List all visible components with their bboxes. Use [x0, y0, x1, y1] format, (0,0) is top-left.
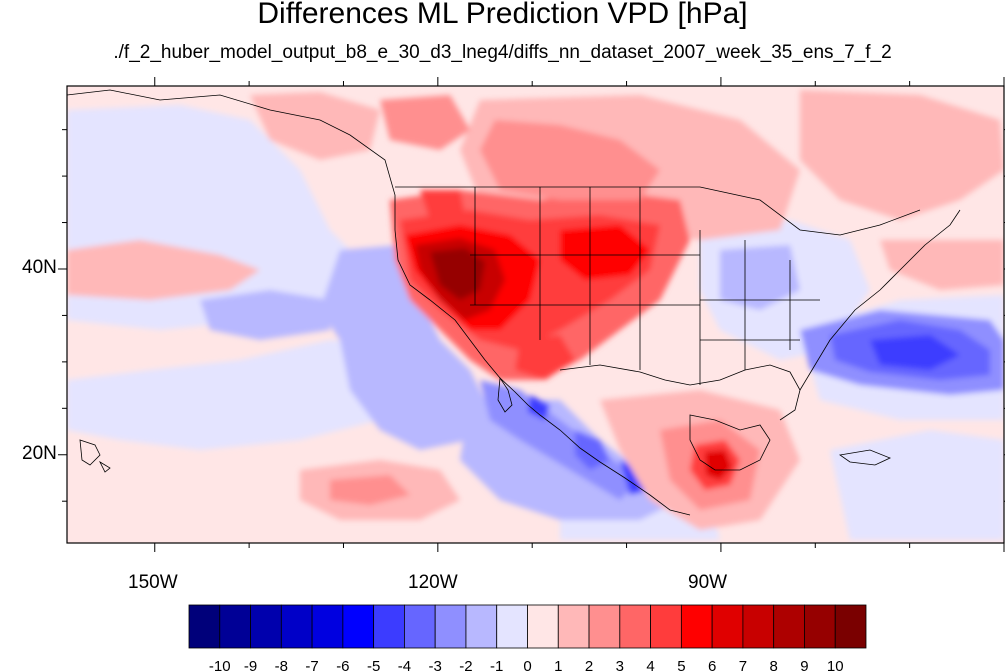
colorbar-swatch	[773, 604, 805, 649]
colorbar-swatch	[342, 604, 375, 649]
colorbar-label: 4	[646, 658, 654, 672]
colorbar-swatch	[496, 604, 528, 649]
colorbar-swatch	[680, 604, 713, 649]
x-tick-label-150w: 150W	[128, 572, 178, 593]
colorbar-label: 5	[677, 658, 685, 672]
colorbar-swatch	[434, 604, 467, 649]
colorbar-label: 6	[708, 658, 716, 672]
colorbar-swatch	[465, 604, 498, 649]
colorbar-swatch	[280, 604, 313, 649]
map-title: Differences ML Prediction VPD [hPa]	[257, 0, 748, 30]
colorbar-swatch	[650, 604, 682, 649]
colorbar-swatch	[404, 604, 436, 649]
x-tick-label-120w: 120W	[408, 572, 458, 593]
colorbar-swatch	[527, 604, 559, 649]
map-frame	[66, 85, 1005, 544]
colorbar-swatch	[742, 604, 775, 649]
colorbar-swatch	[588, 604, 621, 649]
colorbar-label: -2	[459, 658, 472, 672]
colorbar-swatch	[619, 604, 651, 649]
colorbar-swatch	[219, 604, 251, 649]
map-subtitle: ./f_2_huber_model_output_b8_e_30_d3_lneg…	[113, 42, 892, 63]
colorbar-label: -4	[398, 658, 411, 672]
colorbar-label: 1	[554, 658, 562, 672]
y-tick-label-40n: 40N	[22, 257, 57, 278]
colorbar-label: 9	[800, 658, 808, 672]
colorbar-swatch	[804, 604, 836, 649]
colorbar-swatch	[711, 604, 744, 649]
colorbar-label: -5	[367, 658, 380, 672]
coastlines	[67, 89, 961, 516]
colorbar-label: 7	[739, 658, 747, 672]
colorbar-label: -7	[305, 658, 318, 672]
colorbar-label: -6	[336, 658, 349, 672]
colorbar-swatch	[311, 604, 344, 649]
colorbar-label: -1	[490, 658, 503, 672]
map-ticks	[58, 77, 1005, 552]
colorbar-label: 3	[616, 658, 624, 672]
colorbar-label: 8	[770, 658, 778, 672]
colorbar-swatch	[834, 604, 867, 649]
colorbar-swatch	[250, 604, 282, 649]
colorbar-label: 10	[827, 658, 844, 672]
colorbar-swatch	[188, 604, 221, 649]
colorbar-label: -8	[275, 658, 288, 672]
colorbar-swatch	[557, 604, 590, 649]
colorbar-swatch	[373, 604, 405, 649]
colorbar-label: -3	[429, 658, 442, 672]
colorbar-label: 2	[585, 658, 593, 672]
colorbar-label: -9	[244, 658, 257, 672]
colorbar-label: -10	[209, 658, 231, 672]
y-tick-label-20n: 20N	[22, 443, 57, 464]
x-tick-label-90w: 90W	[688, 572, 728, 593]
colorbar-label: 0	[523, 658, 531, 672]
